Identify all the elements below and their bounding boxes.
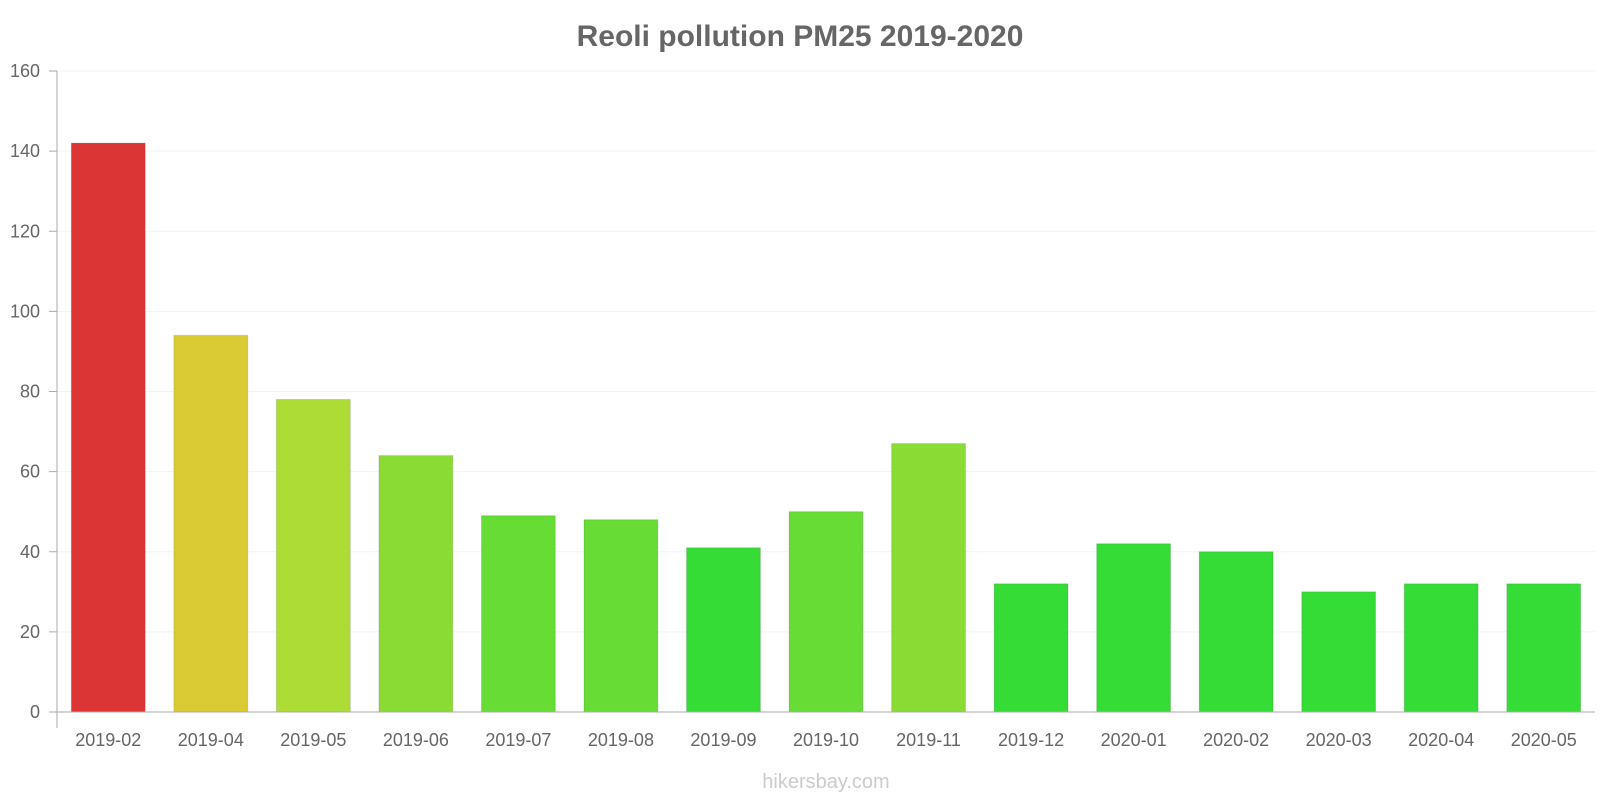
bar-2019-09 [686,547,761,713]
y-tick-label: 0 [30,702,40,722]
y-tick-label: 80 [20,382,40,402]
y-tick-label: 100 [10,301,40,321]
bar-2019-10 [788,511,864,713]
y-tick-label: 40 [20,542,40,562]
y-tick-label: 20 [20,622,40,642]
y-tick-label: 140 [10,141,40,161]
bar-2019-08 [583,519,659,713]
x-tick-label: 2020-05 [1511,730,1577,750]
bar-2020-04 [1403,583,1479,713]
y-tick-label: 60 [20,462,40,482]
x-tick-label: 2019-02 [75,730,141,750]
x-tick-label: 2019-11 [896,730,961,750]
x-tick-label: 2020-04 [1408,730,1474,750]
bar-2020-03 [1301,591,1377,713]
y-tick-label: 120 [10,221,40,241]
bar-2019-05 [275,399,351,713]
x-tick-label: 2020-02 [1203,730,1269,750]
bar-2019-02 [70,142,146,713]
bar-2020-02 [1198,551,1274,713]
bar-2019-11 [891,443,966,713]
bars [70,142,1582,713]
x-tick-label: 2019-10 [793,730,859,750]
x-axis-ticks: 2019-02 2019-04 2019-05 2019-06 2019-07 2019-… [75,730,1577,750]
x-tick-label: 2019-05 [280,730,346,750]
axes [56,71,1595,728]
bar-2020-05 [1506,583,1582,713]
bar-2019-06 [378,455,454,713]
bar-2019-04 [173,334,249,713]
bar-2019-12 [993,583,1069,713]
x-tick-label: 2020-01 [1101,730,1167,750]
bar-2020-01 [1096,543,1172,713]
x-tick-label: 2019-07 [485,730,551,750]
x-tick-label: 2019-08 [588,730,654,750]
x-tick-label: 2019-04 [178,730,244,750]
y-axis-ticks: 0 20 40 60 80 100 120 140 160 [10,61,57,722]
y-tick-label: 160 [10,61,40,81]
x-tick-label: 2019-06 [383,730,449,750]
bar-2019-07 [480,515,556,713]
x-tick-label: 2019-09 [690,730,756,750]
x-tick-label: 2019-12 [998,730,1064,750]
source-credit: hikersbay.com [762,771,889,793]
chart-title: Reoli pollution PM25 2019-2020 [577,20,1024,53]
x-tick-label: 2020-03 [1306,730,1372,750]
